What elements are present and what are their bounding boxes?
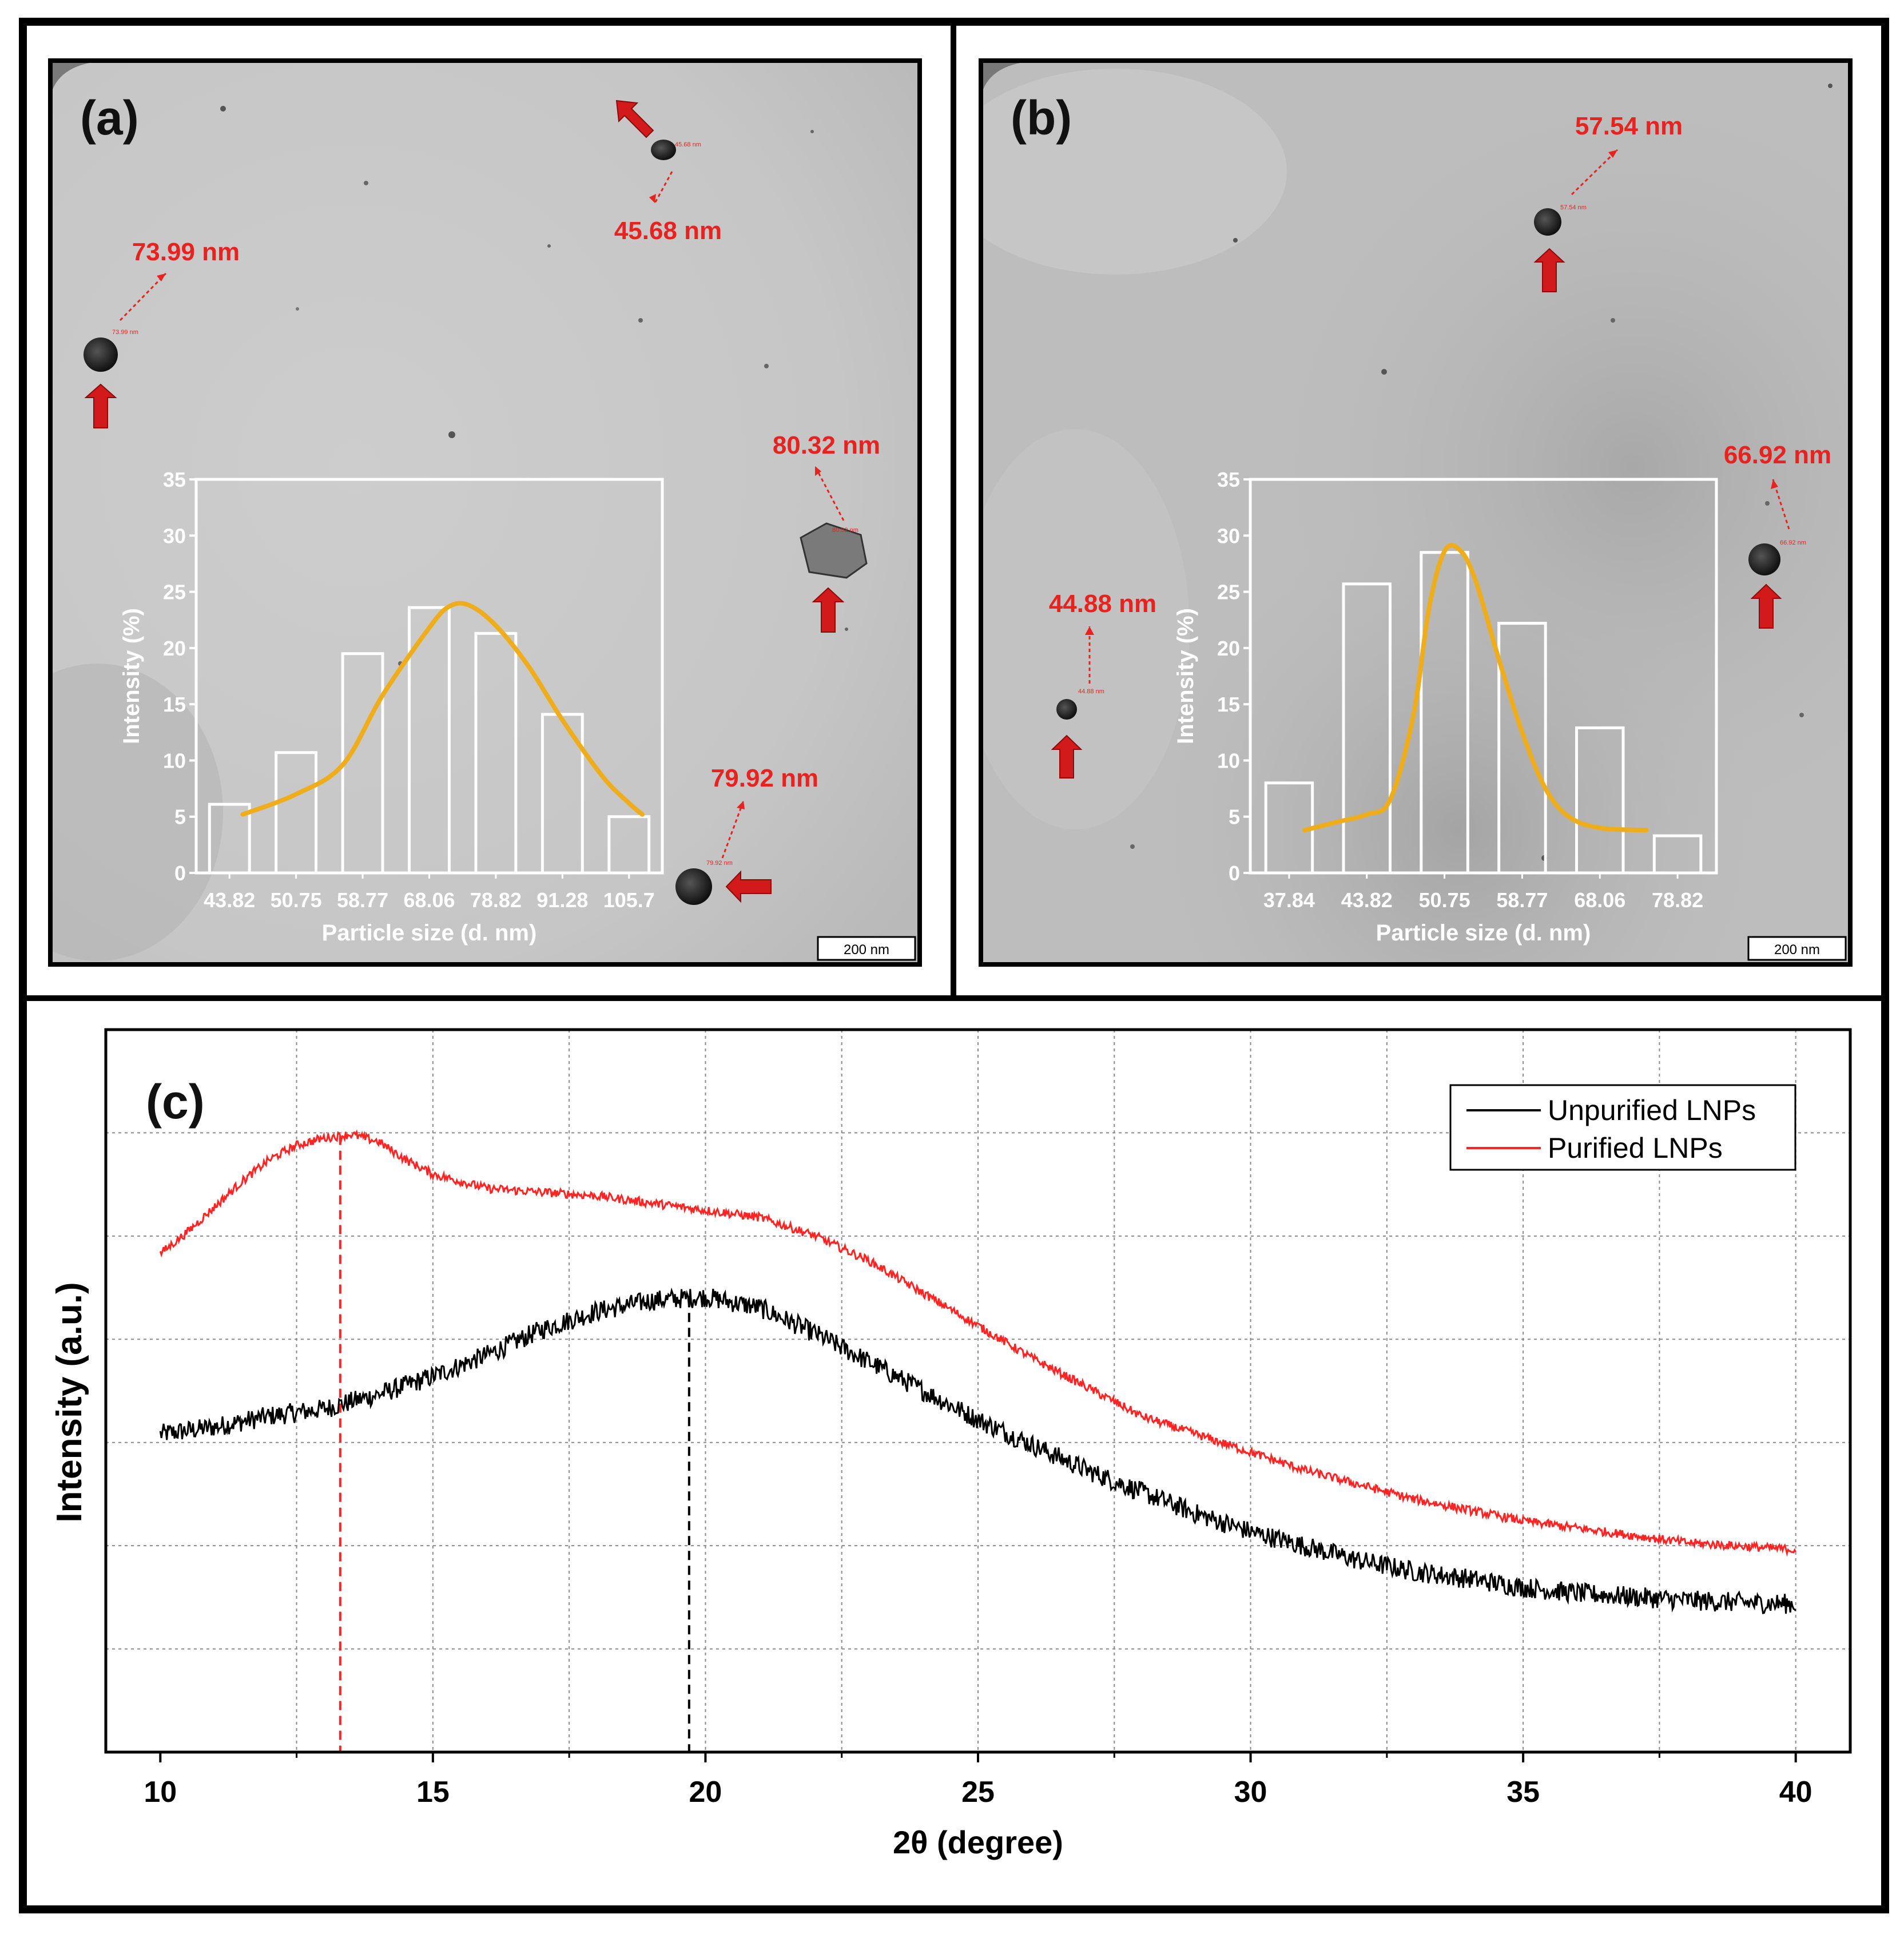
xrd-chart: 10 15 20 25 30 35 40 2θ (degree) Intensity (a.u.…	[50, 1028, 1852, 1860]
hist-a-fit-curve	[240, 601, 645, 817]
nanoparticle-a1	[84, 337, 118, 372]
nanoparticle-a4	[675, 868, 712, 905]
particle-tag-b2: 66.92 nm	[1780, 539, 1806, 546]
leader-a4	[721, 800, 745, 859]
nanoparticle-b1	[1534, 208, 1561, 236]
hist-a-xtick-label: 50.75	[271, 888, 322, 912]
nanoparticle-a3	[800, 522, 868, 579]
size-label-b1: 57.54 nm	[1575, 112, 1683, 140]
leader-b1	[1571, 149, 1619, 196]
hist-b-ytick-label: 25	[1217, 581, 1240, 604]
red-arrow-b1	[1533, 248, 1565, 292]
size-label-a1: 73.99 nm	[132, 238, 240, 266]
hist-b-xtick-label: 43.82	[1341, 888, 1393, 912]
hist-b-ytick-label: 20	[1217, 637, 1240, 660]
hist-b-xtick-label: 58.77	[1496, 888, 1548, 912]
nanoparticle-b3	[1056, 699, 1077, 720]
xrd-legend-label: Unpurified LNPs	[1548, 1094, 1756, 1126]
hist-a-ytick-label: 0	[174, 861, 186, 885]
size-label-b2: 66.92 nm	[1724, 441, 1831, 469]
xrd-series-purified-lnps	[159, 1129, 1796, 1557]
scale-bar-b-label: 200 nm	[1774, 942, 1820, 958]
hist-b-xtick-label: 50.75	[1419, 888, 1470, 912]
hist-a-ytick-label: 25	[163, 581, 186, 604]
particle-tag-a1: 73.99 nm	[112, 329, 138, 336]
panel-c-label: (c)	[146, 1075, 205, 1129]
nanoparticle-a2	[651, 140, 676, 160]
particle-tag-a4: 79.92 nm	[706, 860, 733, 867]
leader-a1	[119, 272, 167, 321]
red-arrow-b2	[1750, 583, 1782, 629]
xrd-xtick-label: 35	[1506, 1776, 1540, 1809]
particle-tag-b3: 44.88 nm	[1078, 688, 1104, 695]
panel-c: 10 15 20 25 30 35 40 2θ (degree) Intensity (a.u.…	[50, 1028, 1852, 1860]
hist-b-xtick-label: 37.84	[1263, 888, 1315, 912]
hist-a-ytick-label: 5	[174, 805, 186, 829]
xrd-xlabel: 2θ (degree)	[893, 1824, 1063, 1860]
panel-a-label: (a)	[80, 91, 139, 145]
panel-b-frame	[979, 58, 1853, 967]
hist-b-ytick-label: 0	[1229, 861, 1240, 885]
hist-a-ytick-label: 35	[163, 468, 186, 491]
hist-b-ytick-label: 5	[1229, 805, 1240, 829]
hist-b-xlabel: Particle size (d. nm)	[1376, 920, 1591, 946]
size-label-a2: 45.68 nm	[614, 217, 722, 245]
panel-b-label: (b)	[1011, 91, 1072, 145]
hist-a-xtick-label: 91.28	[536, 888, 588, 912]
hist-a-xtick-label: 58.77	[337, 888, 388, 912]
xrd-xtick-label: 10	[144, 1776, 177, 1809]
xrd-legend-label: Purified LNPs	[1548, 1132, 1723, 1164]
hist-a-ylabel: Intensity (%)	[119, 608, 144, 744]
hist-b-ytick-label: 10	[1217, 749, 1240, 772]
red-arrow-a1	[84, 383, 117, 428]
xrd-series-unpurified-lnps	[159, 1287, 1796, 1614]
red-arrow-b3	[1051, 734, 1083, 779]
xrd-xtick-label: 30	[1234, 1776, 1267, 1809]
size-label-b3: 44.88 nm	[1049, 590, 1156, 618]
hist-a-ytick-label: 15	[163, 693, 186, 716]
hist-a-xtick-label: 43.82	[204, 888, 255, 912]
panel-a-frame	[48, 58, 922, 967]
histogram-a: 0 5 10 15 20 25 30 35 43.82 50.75 58.77 68.06 78.82 9…	[119, 468, 664, 946]
panel-b: 57.54 nm 66.92 nm 44.88 nm 57.54 nm 66.9…	[979, 58, 1853, 967]
red-arrow-a4	[725, 870, 772, 903]
xrd-xtick-label: 25	[961, 1776, 995, 1809]
hist-a-xtick-label: 68.06	[403, 888, 455, 912]
size-label-a3: 80.32 nm	[773, 431, 880, 459]
hist-b-xtick-label: 78.82	[1652, 888, 1703, 912]
xrd-xtick-label: 40	[1779, 1776, 1812, 1809]
leader-b2	[1772, 479, 1790, 530]
hist-b-plot-frame	[1249, 478, 1718, 875]
panel-a: 73.99 nm 45.68 nm 80.32 nm 79.92 nm 73.9…	[48, 58, 922, 967]
hist-b-ytick-label: 35	[1217, 468, 1240, 491]
hist-a-xlabel: Particle size (d. nm)	[322, 920, 537, 946]
hist-b-ytick-label: 15	[1217, 693, 1240, 716]
scale-bar-a-label: 200 nm	[844, 942, 889, 958]
scale-bar-b	[1747, 936, 1847, 961]
hist-b-xtick-label: 68.06	[1574, 888, 1625, 912]
red-arrow-a3	[812, 587, 845, 633]
hist-a-xtick-label: 105.7	[603, 888, 655, 912]
hist-b-fit-curve	[1302, 543, 1649, 833]
xrd-ylabel: Intensity (a.u.)	[50, 1282, 89, 1522]
hist-a-ytick-label: 30	[163, 524, 186, 547]
hist-a-ytick-label: 20	[163, 637, 186, 660]
xrd-xtick-label: 15	[416, 1776, 450, 1809]
scale-bar-a	[817, 936, 916, 961]
histogram-b: 0 5 10 15 20 25 30 35 37.84 43.82 50.75 58.77 68.06 7…	[1173, 468, 1718, 946]
nanoparticle-b2	[1748, 543, 1780, 575]
xrd-xtick-label: 20	[689, 1776, 722, 1809]
hist-b-ytick-label: 30	[1217, 524, 1240, 547]
hist-a-ytick-label: 10	[163, 749, 186, 772]
hist-a-xtick-label: 78.82	[470, 888, 522, 912]
particle-tag-a2: 45.68 nm	[675, 141, 701, 148]
particle-tag-a3: 80.32 nm	[832, 527, 858, 534]
leader-a3	[814, 466, 845, 521]
particle-tag-b1: 57.54 nm	[1560, 204, 1587, 211]
xrd-legend-box	[1449, 1084, 1796, 1171]
red-arrow-a2	[615, 100, 654, 138]
size-label-a4: 79.92 nm	[711, 764, 818, 792]
hist-b-ylabel: Intensity (%)	[1173, 608, 1198, 744]
